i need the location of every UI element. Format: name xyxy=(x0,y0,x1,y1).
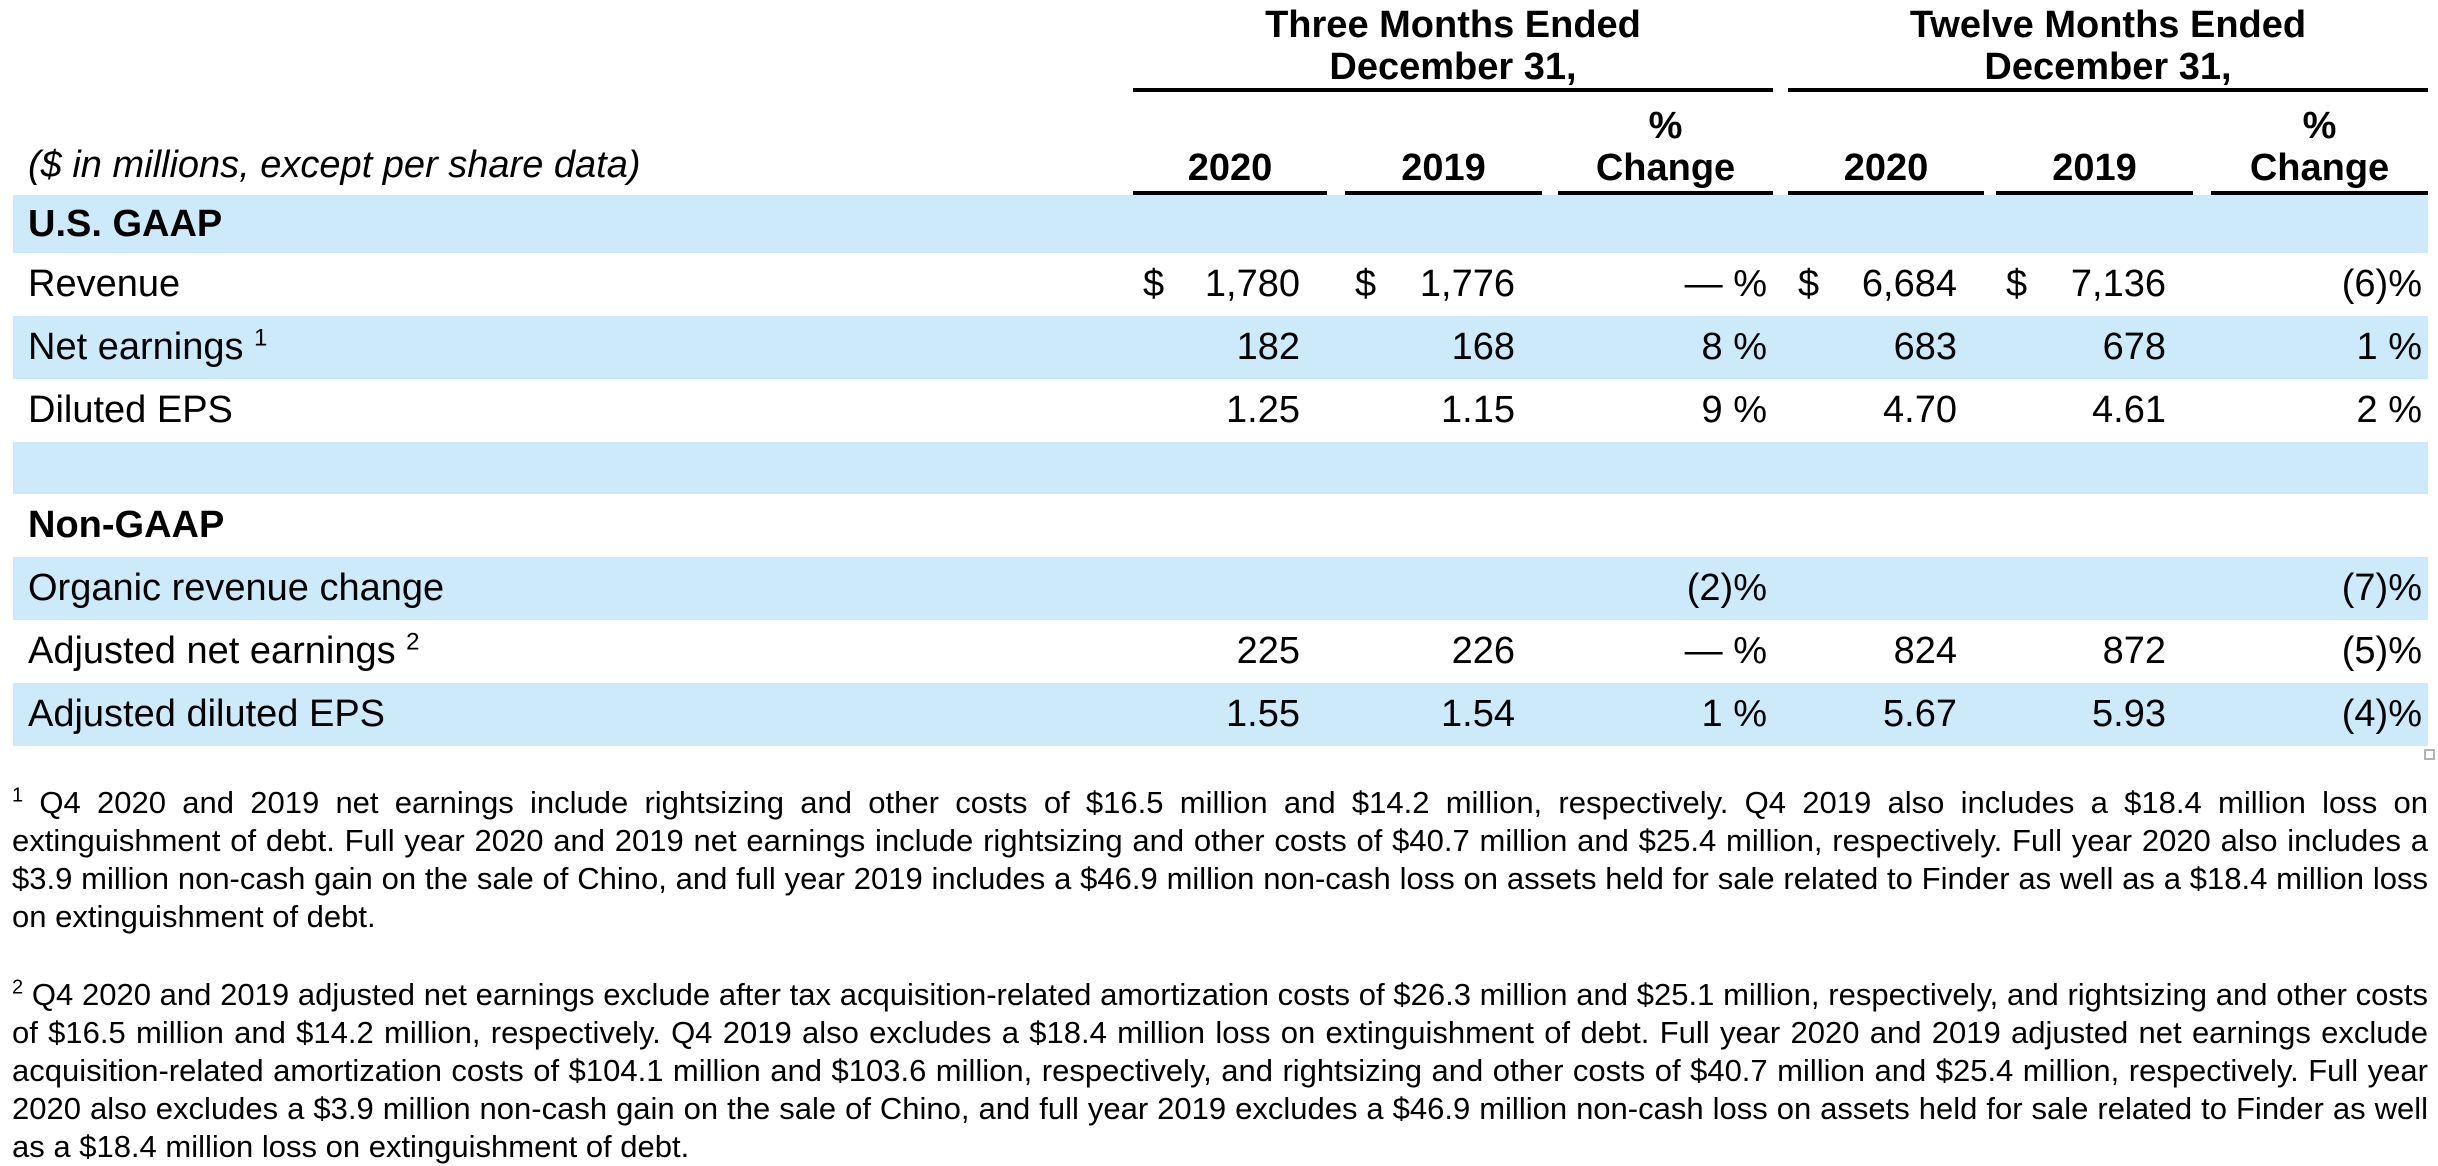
value-cell: 1.15 xyxy=(1441,389,1515,431)
column-header-pct-change-q: % Change xyxy=(1558,92,1773,195)
column-header-2019-q: 2019 xyxy=(1345,92,1542,195)
row-label: U.S. GAAP xyxy=(28,202,223,245)
period-header-three-months: Three Months Ended December 31, xyxy=(1133,0,1773,92)
table-row: U.S. GAAP xyxy=(13,195,2428,253)
table-body: U.S. GAAP Revenue $1,780 $1,776— % $6,684 $7,… xyxy=(13,195,2428,746)
value-cell: 1.55 xyxy=(1226,693,1300,735)
footnote-2-text: Q4 2020 and 2019 adjusted net earnings e… xyxy=(12,977,2428,1164)
spacer-row xyxy=(13,442,2428,494)
period-title-line2: December 31, xyxy=(1329,46,1577,88)
value-cell: 1 % xyxy=(1701,693,1767,735)
value-cell: 5.93 xyxy=(2092,693,2166,735)
period-title-line1: Twelve Months Ended xyxy=(1909,4,2307,46)
footnote-marker: 1 xyxy=(254,324,268,352)
table-row: Revenue $1,780 $1,776— % $6,684 $7,136 (6)% xyxy=(13,253,2428,316)
row-label: Net earnings 1 xyxy=(28,324,268,368)
value-cell: — % xyxy=(1684,263,1767,305)
row-label: Revenue xyxy=(28,263,181,305)
table-row: Net earnings 1 182 168 8 % 683 678 1 % xyxy=(13,316,2428,379)
value-cell: 8 % xyxy=(1701,326,1767,368)
value-cell: 226 xyxy=(1451,630,1515,672)
currency-symbol: $ xyxy=(1355,263,1377,305)
currency-symbol: $ xyxy=(1143,263,1165,305)
footnote-2-marker: 2 xyxy=(12,976,24,999)
row-label: Organic revenue change xyxy=(28,567,445,609)
value-cell: $1,776 xyxy=(1345,263,1542,306)
value-cell: 225 xyxy=(1236,630,1300,672)
footnote-marker: 2 xyxy=(406,628,420,656)
value-cell: 872 xyxy=(2102,630,2166,672)
value-cell: (4)% xyxy=(2341,693,2422,735)
period-header-row: Three Months Ended December 31, Twelve M… xyxy=(13,0,2428,92)
value-cell: 4.70 xyxy=(1883,389,1957,431)
value-cell: — % xyxy=(1684,630,1767,672)
value-cell: (6)% xyxy=(2341,263,2422,305)
value-cell: 168 xyxy=(1451,326,1515,368)
value-cell: 683 xyxy=(1893,326,1957,368)
value-cell: 1 % xyxy=(2356,326,2422,368)
period-title-line2: December 31, xyxy=(1984,46,2232,88)
value-cell: 182 xyxy=(1236,326,1300,368)
footnote-2: 2 Q4 2020 and 2019 adjusted net earnings… xyxy=(12,976,2428,1166)
table-row: Non-GAAP xyxy=(13,494,2428,557)
value-cell: 1.25 xyxy=(1226,389,1300,431)
footnote-1-text: Q4 2020 and 2019 net earnings include ri… xyxy=(12,785,2428,934)
value-cell: 9 % xyxy=(1701,389,1767,431)
cell-value: 6,684 xyxy=(1861,263,1957,305)
column-header-2019-y: 2019 xyxy=(1996,92,2193,195)
column-header-2020-y: 2020 xyxy=(1788,92,1984,195)
table-row: Organic revenue change (2)% (7)% xyxy=(13,557,2428,620)
value-cell: 678 xyxy=(2102,326,2166,368)
value-cell: (5)% xyxy=(2341,630,2422,672)
units-note: ($ in millions, except per share data) xyxy=(28,144,641,186)
row-label: Non-GAAP xyxy=(28,504,225,546)
financial-results-table: Three Months Ended December 31, Twelve M… xyxy=(13,0,2428,746)
value-cell: 824 xyxy=(1893,630,1957,672)
cell-value: 1,776 xyxy=(1419,263,1515,305)
table-row: Adjusted diluted EPS 1.55 1.54 1 % 5.67 5.93 (… xyxy=(13,683,2428,746)
value-cell: (7)% xyxy=(2341,567,2422,609)
resize-handle[interactable] xyxy=(2424,749,2435,760)
footnote-1: 1 Q4 2020 and 2019 net earnings include … xyxy=(12,784,2428,936)
cell-value: 7,136 xyxy=(2070,263,2166,305)
row-label: Diluted EPS xyxy=(28,389,233,431)
footnotes: 1 Q4 2020 and 2019 net earnings include … xyxy=(12,784,2428,1166)
row-label: Adjusted diluted EPS xyxy=(28,693,386,735)
table-row: Adjusted net earnings 2 225 226 — % 824 872 (5… xyxy=(13,620,2428,683)
cell-value: 1,780 xyxy=(1204,263,1300,305)
period-header-twelve-months: Twelve Months Ended December 31, xyxy=(1788,0,2428,92)
currency-symbol: $ xyxy=(2006,263,2028,305)
table-row: Diluted EPS 1.25 1.15 9 % 4.70 4.61 2 % xyxy=(13,379,2428,442)
value-cell: (2)% xyxy=(1686,567,1767,609)
value-cell: 1.54 xyxy=(1441,693,1515,735)
value-cell: $6,684 xyxy=(1788,263,1984,306)
value-cell: 2 % xyxy=(2356,389,2422,431)
period-title-line1: Three Months Ended xyxy=(1265,4,1641,46)
row-label: Adjusted net earnings 2 xyxy=(28,628,420,672)
value-cell: $1,780 xyxy=(1133,263,1327,306)
column-header-pct-change-y: % Change xyxy=(2211,92,2428,195)
value-cell: 4.61 xyxy=(2092,389,2166,431)
value-cell: 5.67 xyxy=(1883,693,1957,735)
footnote-1-marker: 1 xyxy=(12,784,24,807)
column-header-2020-q: 2020 xyxy=(1133,92,1327,195)
value-cell: $7,136 xyxy=(1996,263,2193,306)
currency-symbol: $ xyxy=(1798,263,1820,305)
column-header-row: ($ in millions, except per share data) 2… xyxy=(13,92,2428,195)
